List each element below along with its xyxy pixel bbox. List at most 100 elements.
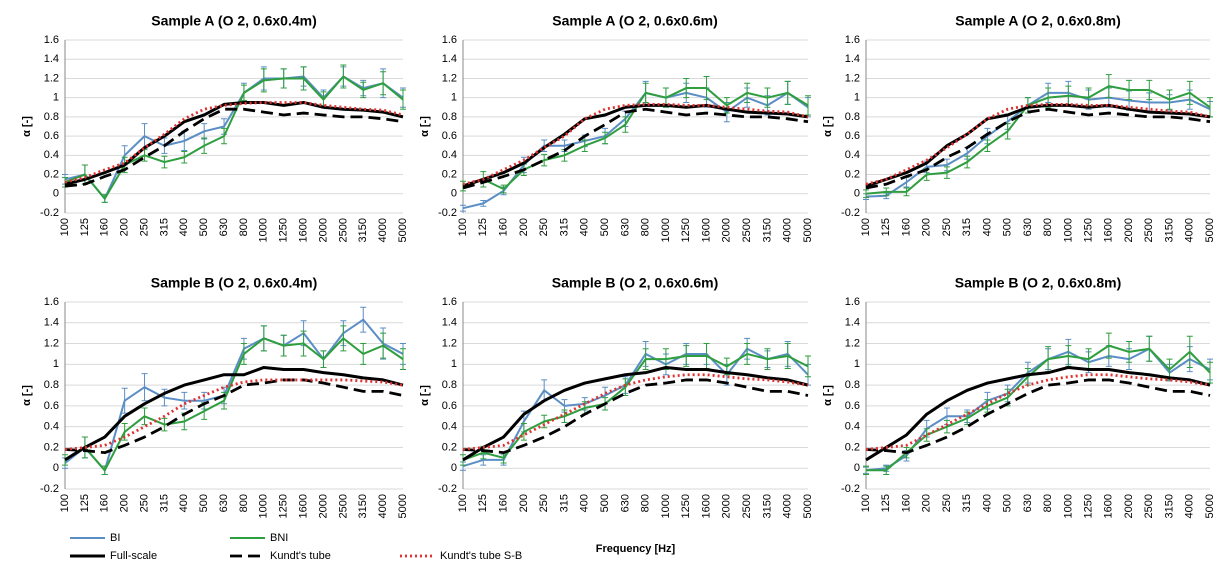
x-tick-label: 125: [880, 218, 892, 236]
y-tick-label: 1.2: [44, 337, 59, 349]
y-tick-label: 1.6: [442, 296, 457, 308]
y-tick-label: 0.8: [44, 111, 59, 123]
x-tick-label: 3150: [357, 218, 369, 242]
x-tick-label: 3150: [1163, 494, 1175, 518]
x-tick-label: 500: [198, 494, 210, 512]
y-tick-label: 1.4: [442, 317, 457, 329]
subplot-title: Sample A (O 2, 0.6x0.8m): [955, 13, 1120, 29]
x-tick-label: 500: [599, 494, 611, 512]
x-tick-label: 5000: [397, 494, 409, 518]
x-tick-label: 315: [558, 494, 570, 512]
series-line: [865, 85, 1211, 195]
x-tick-label: 1000: [1062, 218, 1074, 242]
x-tick-label: 125: [79, 218, 91, 236]
x-tick-label: 1000: [660, 218, 672, 242]
series-line: [64, 365, 404, 462]
x-tick-label: 1250: [278, 218, 290, 242]
x-tick-label: 250: [538, 218, 550, 236]
x-tick-label: 2500: [741, 218, 753, 242]
y-tick-label: 0.8: [845, 111, 860, 123]
series-line: [865, 378, 1211, 455]
y-tick-label: 0: [854, 188, 860, 200]
series-line: [865, 107, 1211, 190]
x-tick-label: 1000: [258, 218, 270, 242]
x-tick-label: 2000: [317, 218, 329, 242]
x-tick-label: 500: [1002, 218, 1014, 236]
subplot: Sample B (O 2, 0.6x0.8m) α [-] -0.2 0 0.2 0.4…: [822, 275, 1216, 519]
y-tick-label: 1: [854, 358, 860, 370]
series-line: [865, 365, 1211, 462]
x-tick-label: 1600: [700, 494, 712, 518]
legend-label: Full-scale: [110, 550, 157, 561]
y-tick-label: 0.6: [442, 130, 457, 142]
x-tick-label: 3150: [761, 494, 773, 518]
x-tick-label: 250: [138, 218, 150, 236]
y-tick-label: -0.2: [40, 483, 59, 495]
x-tick-label: 630: [619, 494, 631, 512]
y-tick-label: 0.6: [44, 130, 59, 142]
x-tick-label: 1250: [1082, 494, 1094, 518]
x-tick-label: 3150: [357, 494, 369, 518]
y-tick-label: 0.2: [442, 168, 457, 180]
x-tick-label: 1250: [680, 494, 692, 518]
x-tick-label: 400: [178, 494, 190, 512]
y-tick-label: -0.2: [438, 483, 457, 495]
y-tick-label: 0.8: [442, 111, 457, 123]
subplot-title: Sample A (O 2, 0.6x0.6m): [552, 13, 717, 29]
y-tick-label: -0.2: [438, 207, 457, 219]
series-line: [462, 107, 809, 190]
x-tick-label: 400: [178, 218, 190, 236]
x-tick-label: 1250: [1082, 218, 1094, 242]
x-tick-label: 1600: [297, 494, 309, 518]
x-tick-label: 100: [59, 494, 71, 512]
x-tick-label: 1600: [297, 218, 309, 242]
x-tick-label: 630: [218, 218, 230, 236]
x-tick-label: 1600: [1103, 494, 1115, 518]
x-tick-label: 1250: [278, 494, 290, 518]
y-tick-label: 1.4: [44, 53, 59, 65]
x-tick-label: 4000: [1184, 494, 1196, 518]
legend-label: BNI: [270, 532, 288, 544]
y-tick-label: 1: [451, 358, 457, 370]
x-tick-label: 1000: [258, 494, 270, 518]
x-tick-label: 1000: [1062, 494, 1074, 518]
x-tick-label: 200: [518, 218, 530, 236]
y-tick-label: 1.2: [845, 72, 860, 84]
series-line: [64, 378, 404, 455]
x-tick-label: 800: [1042, 218, 1054, 236]
x-tick-label: 2500: [741, 494, 753, 518]
x-tick-label: 100: [860, 494, 872, 512]
x-tick-label: 125: [79, 494, 91, 512]
x-tick-label: 3150: [761, 218, 773, 242]
y-tick-label: 1.4: [845, 53, 860, 65]
y-axis-label: α [-]: [21, 116, 33, 137]
x-tick-label: 2000: [1123, 218, 1135, 242]
x-tick-label: 250: [138, 494, 150, 512]
y-tick-label: -0.2: [841, 207, 860, 219]
x-tick-label: 500: [1002, 494, 1014, 512]
y-tick-label: 0.2: [442, 441, 457, 453]
x-tick-label: 5000: [1204, 218, 1216, 242]
series-line: [64, 100, 404, 186]
x-tick-label: 315: [158, 494, 170, 512]
series-line: [865, 103, 1211, 188]
y-tick-label: 1: [53, 358, 59, 370]
x-tick-label: 125: [477, 494, 489, 512]
x-tick-label: 5000: [802, 218, 814, 242]
x-tick-label: 250: [941, 494, 953, 512]
x-tick-label: 3150: [1163, 218, 1175, 242]
y-tick-label: 1.4: [442, 53, 457, 65]
legend: BI BNI Full-scale Kundt's tube Kundt's tube …: [70, 532, 522, 561]
x-tick-label: 500: [599, 218, 611, 236]
x-tick-label: 200: [921, 218, 933, 236]
y-axis-label: α [-]: [419, 385, 431, 406]
x-tick-label: 100: [860, 218, 872, 236]
x-tick-label: 2500: [1143, 218, 1155, 242]
x-tick-label: 1000: [660, 494, 672, 518]
series-line: [462, 103, 809, 188]
series-line: [64, 107, 404, 188]
x-tick-label: 200: [119, 218, 131, 236]
legend-label: BI: [110, 532, 120, 544]
x-tick-label: 200: [921, 494, 933, 512]
